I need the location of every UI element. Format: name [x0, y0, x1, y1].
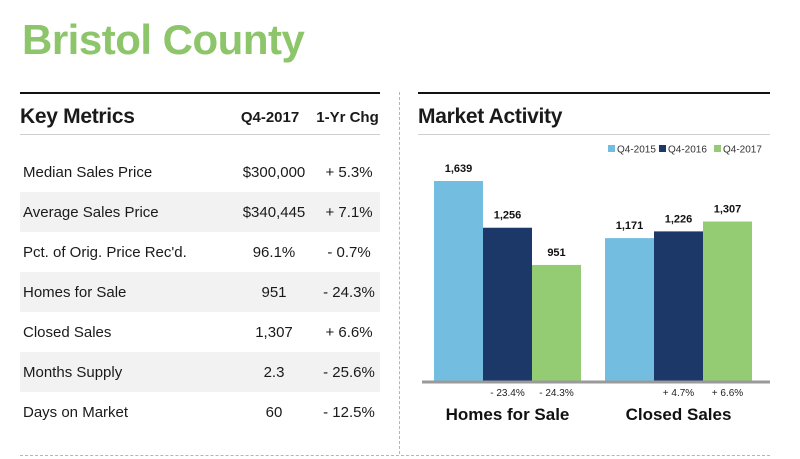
bar-value-label: 1,256 [494, 210, 522, 222]
market-activity-chart: Q4-2015 Q4-2016 Q4-2017 1,639 1,256 - 23.4% 95… [0, 0, 800, 459]
bar [483, 228, 532, 381]
bar-change-label: - 23.4% [490, 388, 525, 399]
bar-change-label: + 6.6% [712, 388, 744, 399]
legend-label: Q4-2017 [723, 145, 762, 156]
legend-label: Q4-2015 [617, 145, 656, 156]
legend-swatch [714, 145, 721, 152]
bar-value-label: 1,639 [445, 163, 473, 175]
bar-change-label: - 24.3% [539, 388, 574, 399]
legend-label: Q4-2016 [668, 145, 707, 156]
bottom-divider [20, 455, 770, 456]
legend-swatch [659, 145, 666, 152]
bar [605, 238, 654, 381]
bar-value-label: 1,307 [714, 204, 742, 216]
bar [654, 231, 703, 381]
category-label: Homes for Sale [446, 405, 570, 424]
bar-change-label: + 4.7% [663, 388, 695, 399]
bar [532, 265, 581, 381]
legend-swatch [608, 145, 615, 152]
bar [434, 181, 483, 381]
bar-value-label: 951 [547, 247, 565, 259]
category-label: Closed Sales [626, 405, 732, 424]
bar-value-label: 1,171 [616, 220, 644, 232]
bar [703, 222, 752, 381]
bar-value-label: 1,226 [665, 213, 693, 225]
